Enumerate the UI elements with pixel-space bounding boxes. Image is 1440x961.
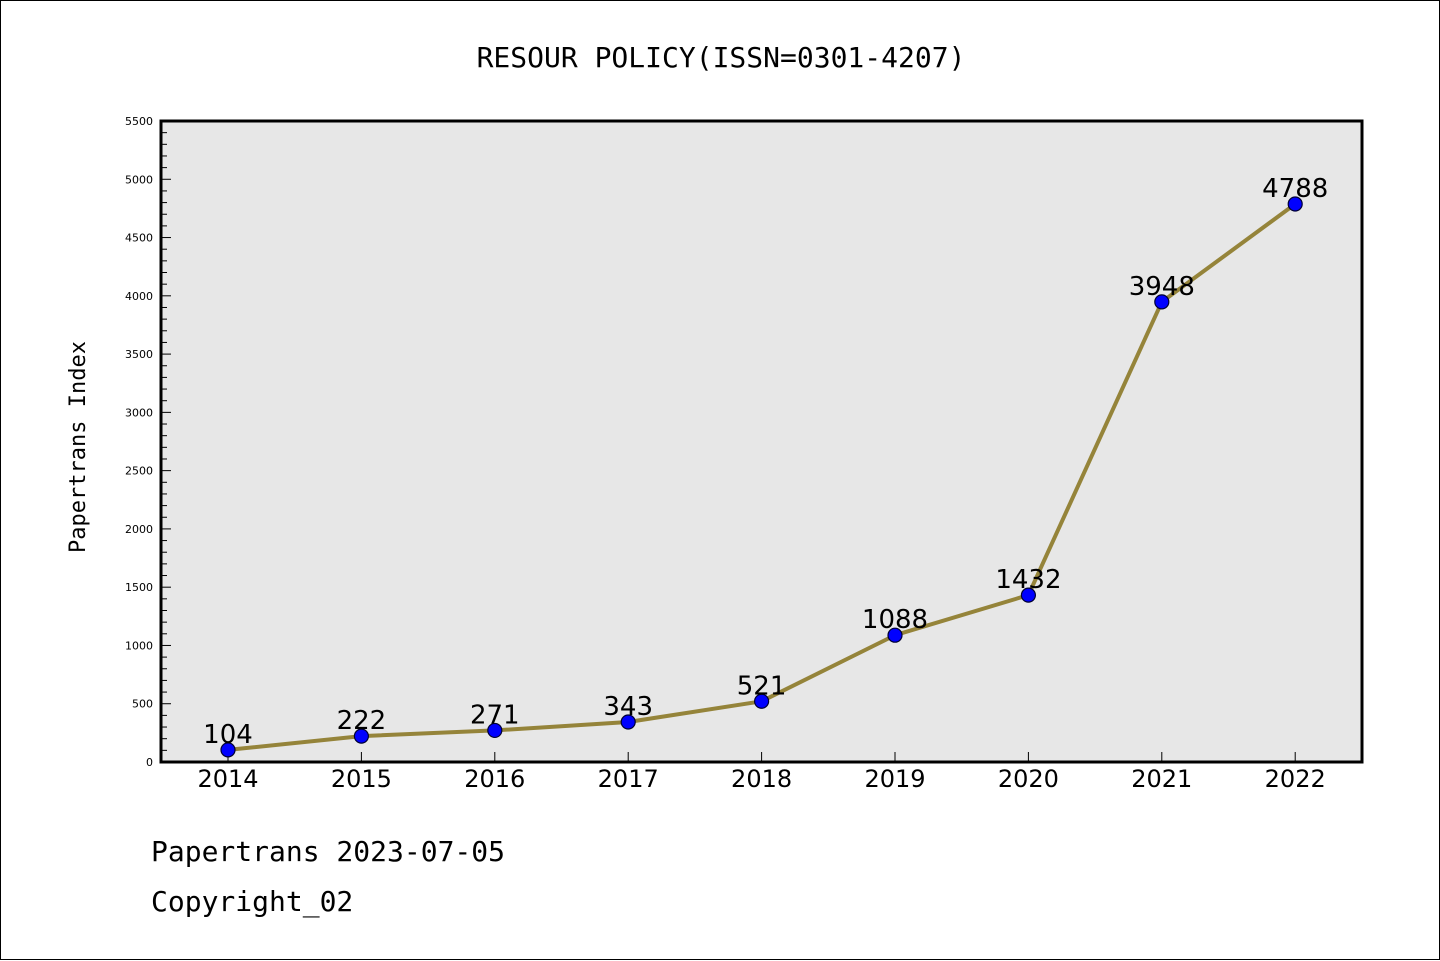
data-labels: 104 222 271 343 521 1088 1432 3948 4788: [203, 174, 1328, 750]
y-tick-label: 3500: [125, 348, 153, 361]
y-tick-label: 1500: [125, 581, 153, 594]
x-axis: 2014 2015 2016 2017 2018 2019 2020 2021 2022: [197, 752, 1326, 793]
y-tick-label: 4000: [125, 290, 153, 303]
y-axis-minor-ticks: [161, 132, 167, 751]
y-tick-label: 4500: [125, 232, 153, 245]
data-points: [220, 196, 1303, 758]
chart-title: RESOUR POLICY(ISSN=0301-4207): [477, 41, 966, 74]
y-tick-label: 0: [146, 756, 153, 769]
data-label: 521: [737, 671, 787, 701]
x-tick-label: 2019: [864, 765, 925, 793]
y-tick-label: 5000: [125, 173, 153, 186]
data-point: [1154, 294, 1170, 310]
data-point: [220, 742, 236, 758]
data-label: 343: [603, 692, 653, 722]
y-tick-label: 3000: [125, 406, 153, 419]
data-label: 1088: [862, 605, 928, 635]
data-point: [887, 627, 903, 643]
x-tick-label: 2014: [197, 765, 258, 793]
data-label: 1432: [995, 565, 1061, 595]
x-tick-label: 2022: [1265, 765, 1326, 793]
y-tick-label: 1000: [125, 639, 153, 652]
x-tick-label: 2017: [598, 765, 659, 793]
data-label: 3948: [1129, 272, 1195, 302]
y-tick-label: 2500: [125, 465, 153, 478]
x-tick-label: 2016: [464, 765, 525, 793]
plot-area: [159, 119, 1364, 764]
data-label: 222: [337, 706, 387, 736]
x-tick-label: 2018: [731, 765, 792, 793]
x-tick-label: 2015: [331, 765, 392, 793]
data-point: [1020, 587, 1037, 603]
data-point: [353, 728, 369, 744]
data-label: 271: [470, 700, 520, 730]
y-tick-label: 5500: [125, 115, 153, 128]
footer-date: Papertrans 2023-07-05: [151, 835, 506, 868]
footer-copyright: Copyright_02: [151, 885, 354, 918]
data-label: 104: [203, 720, 253, 750]
data-point: [620, 714, 636, 730]
data-label: 4788: [1262, 174, 1328, 204]
y-axis: 0 500 1000 1500 2000 2500 3000 3500 4000 4500 5000…: [125, 115, 171, 769]
data-point: [1287, 196, 1303, 212]
x-tick-label: 2021: [1131, 765, 1192, 793]
y-tick-label: 500: [132, 698, 153, 711]
y-tick-label: 2000: [125, 523, 153, 536]
data-point: [753, 693, 770, 709]
data-point: [487, 722, 503, 739]
y-axis-label: Papertrans Index: [66, 341, 91, 553]
x-tick-label: 2020: [998, 765, 1059, 793]
